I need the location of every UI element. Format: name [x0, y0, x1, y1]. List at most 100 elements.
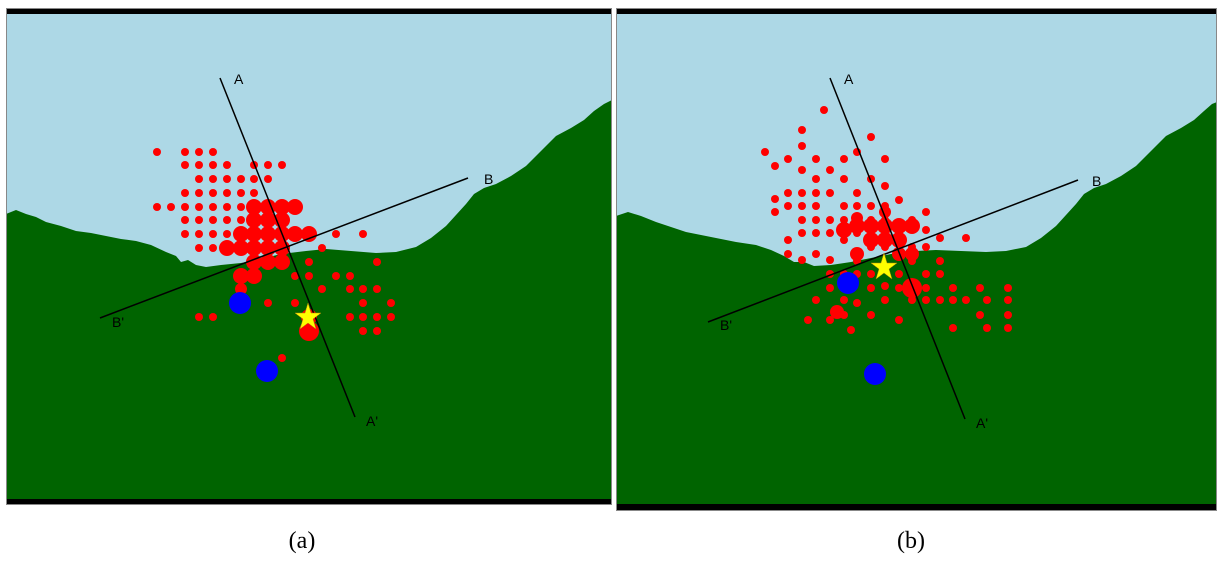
event-marker [260, 212, 276, 228]
event-marker [181, 148, 189, 156]
map-canvas-a: A A' B B' [6, 8, 612, 505]
event-marker [812, 216, 820, 224]
event-marker [223, 175, 231, 183]
event-marker [881, 282, 889, 290]
event-marker [195, 216, 203, 224]
event-marker [895, 316, 903, 324]
event-marker [922, 270, 930, 278]
event-marker [853, 189, 861, 197]
event-marker [153, 148, 161, 156]
mainshock-star [870, 252, 898, 280]
event-marker [373, 327, 381, 335]
event-marker [223, 189, 231, 197]
event-marker [863, 232, 879, 248]
event-marker [895, 284, 903, 292]
event-marker [881, 155, 889, 163]
profile-label-a: A [844, 71, 854, 87]
event-marker [246, 199, 262, 215]
event-marker [798, 216, 806, 224]
station-marker [864, 363, 886, 385]
event-marker [983, 296, 991, 304]
event-marker [812, 155, 820, 163]
event-marker [209, 244, 217, 252]
event-marker [332, 272, 340, 280]
event-marker [798, 166, 806, 174]
event-marker [936, 270, 944, 278]
profile-lines-a [99, 77, 469, 418]
event-marker [812, 175, 820, 183]
event-marker [881, 296, 889, 304]
event-marker [264, 299, 272, 307]
event-marker [877, 232, 893, 248]
event-marker [359, 299, 367, 307]
event-marker [237, 216, 245, 224]
profile-label-b-prime: B' [720, 317, 732, 333]
event-marker [826, 166, 834, 174]
event-marker [195, 230, 203, 238]
event-marker [804, 316, 812, 324]
event-marker [233, 240, 249, 256]
event-marker [826, 256, 834, 264]
event-marker [387, 313, 395, 321]
event-marker [836, 222, 852, 238]
event-marker [922, 208, 930, 216]
event-marker [784, 250, 792, 258]
event-marker [826, 189, 834, 197]
event-marker [784, 236, 792, 244]
event-marker [209, 216, 217, 224]
event-marker [209, 175, 217, 183]
event-marker [851, 212, 863, 224]
event-marker [812, 296, 820, 304]
event-marker [209, 230, 217, 238]
event-marker [853, 202, 861, 210]
event-marker [877, 218, 893, 234]
land-area [616, 102, 1217, 510]
event-marker [904, 218, 920, 234]
event-marker [936, 296, 944, 304]
event-marker [181, 189, 189, 197]
event-marker [195, 203, 203, 211]
event-marker [287, 226, 303, 242]
event-marker [305, 258, 313, 266]
event-marker [798, 126, 806, 134]
station-marker [837, 272, 859, 294]
event-marker [195, 175, 203, 183]
event-marker [237, 189, 245, 197]
profile-line-aa [219, 77, 356, 418]
event-marker [346, 272, 354, 280]
event-marker [840, 202, 848, 210]
event-marker [798, 142, 806, 150]
event-marker [962, 234, 970, 242]
event-marker [891, 218, 907, 234]
station-marker [229, 292, 251, 314]
event-marker [1004, 311, 1012, 319]
event-marker [219, 240, 235, 256]
event-marker [235, 283, 247, 295]
event-marker [287, 199, 303, 215]
event-marker [798, 202, 806, 210]
event-marker [784, 202, 792, 210]
event-marker [195, 313, 203, 321]
event-marker [223, 216, 231, 224]
profile-line-bb [707, 179, 1079, 323]
event-marker [798, 229, 806, 237]
profile-line-bb [99, 177, 469, 319]
event-marker [840, 236, 848, 244]
event-marker [250, 175, 258, 183]
event-marker [250, 189, 258, 197]
profile-label-a-prime: A' [976, 415, 988, 431]
caption-a: (a) [288, 528, 316, 554]
event-marker [976, 284, 984, 292]
event-marker [167, 203, 175, 211]
station-marker [256, 360, 278, 382]
event-marker [850, 247, 864, 261]
event-marker [181, 161, 189, 169]
event-marker [922, 284, 930, 292]
event-marker [209, 313, 217, 321]
event-marker [195, 244, 203, 252]
event-marker [895, 196, 903, 204]
profile-label-b-prime: B' [112, 314, 124, 330]
event-marker [260, 226, 276, 242]
event-marker [867, 133, 875, 141]
caption-b: (b) [897, 528, 925, 554]
